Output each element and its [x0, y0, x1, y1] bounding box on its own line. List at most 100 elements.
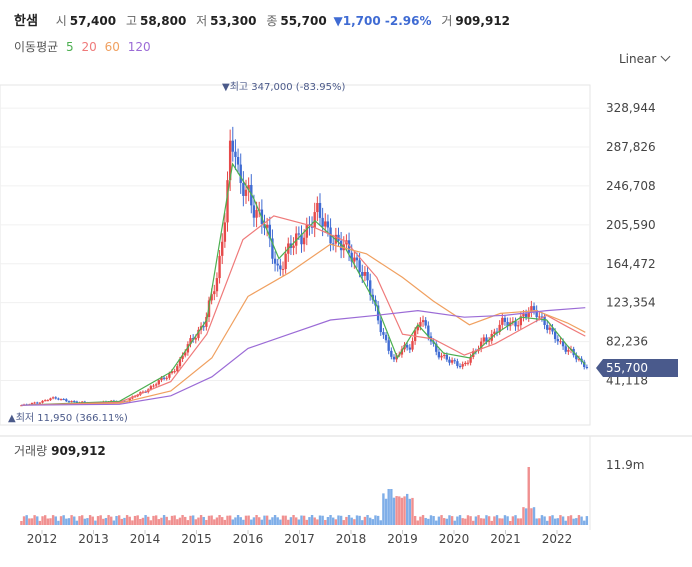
candle-body: [498, 324, 501, 333]
candle-body: [501, 317, 504, 325]
volume-bar: [284, 515, 287, 525]
volume-bar: [530, 508, 533, 525]
volume-bar: [326, 517, 330, 525]
volume-bar: [498, 518, 501, 525]
volume-bar: [382, 493, 385, 525]
volume-bar: [273, 515, 277, 525]
x-tick-label: 2020: [439, 532, 470, 546]
volume-bar: [271, 517, 274, 525]
candle-body: [67, 401, 71, 403]
candle-body: [133, 396, 137, 398]
current-price-tag: 55,700: [596, 359, 678, 377]
volume-bar: [339, 515, 343, 525]
candle-body: [46, 400, 50, 402]
volume-bar: [583, 520, 586, 525]
volume-bar: [437, 516, 441, 525]
candle-body: [59, 399, 63, 401]
candle-body: [540, 316, 544, 318]
y-tick-label: 287,826: [606, 140, 656, 154]
volume-bar: [353, 519, 356, 525]
y-tick-label: 123,354: [606, 296, 656, 310]
volume-panel-value: 909,912: [51, 444, 106, 458]
volume-bar: [244, 515, 248, 525]
candle-body: [546, 324, 549, 330]
ma-legend-60[interactable]: 60: [104, 40, 120, 54]
candle-body: [276, 263, 279, 266]
volume-bar: [287, 519, 290, 525]
candle-body: [30, 403, 34, 405]
volume-bar: [345, 516, 348, 525]
volume-bar: [556, 518, 560, 525]
volume-bar: [477, 515, 480, 525]
candle-body: [168, 373, 171, 378]
volume-bar: [546, 520, 549, 525]
candle-body: [400, 349, 404, 355]
volume-bar: [62, 515, 65, 525]
volume-bar: [75, 520, 79, 525]
candle-body: [511, 321, 515, 323]
ma-legend-20[interactable]: 20: [81, 40, 97, 54]
y-tick-label: 82,236: [606, 335, 648, 349]
volume-bar: [543, 516, 546, 525]
volume-bar: [398, 496, 401, 525]
ma-legend-120[interactable]: 120: [127, 40, 151, 54]
volume-axis-label: 11.9m: [606, 458, 644, 472]
volume-bar: [516, 518, 520, 525]
volume-bar: [464, 518, 467, 525]
candle-body: [218, 255, 221, 279]
volume-label: 거: [441, 14, 453, 28]
candle-body: [62, 399, 65, 401]
candle-body: [210, 294, 213, 301]
volume-bar: [231, 519, 234, 525]
candle-body: [561, 341, 565, 347]
volume-bar: [416, 520, 419, 525]
volume-bar: [228, 515, 232, 525]
candle-body: [292, 245, 295, 248]
ma-legend-title: 이동평균: [14, 40, 59, 54]
volume-bar: [94, 520, 97, 525]
volume-bar: [207, 515, 211, 525]
volume-bar: [366, 515, 369, 525]
volume-bar: [144, 515, 147, 525]
volume-bar: [324, 519, 327, 525]
candle-body: [577, 358, 581, 360]
candle-body: [538, 316, 541, 318]
volume-bar: [329, 515, 332, 525]
candle-body: [165, 377, 168, 379]
volume-bar: [131, 520, 134, 525]
volume-bar: [165, 516, 168, 525]
candle-body: [123, 400, 126, 402]
candle-body: [43, 400, 47, 402]
candle-body: [54, 397, 57, 399]
candle-body: [255, 210, 258, 218]
volume-bar: [355, 515, 359, 525]
volume-bar: [548, 516, 552, 525]
volume-bar: [110, 516, 113, 525]
volume-bar: [387, 489, 390, 525]
candle-body: [36, 402, 39, 404]
candle-body: [221, 241, 224, 256]
low-label: 저: [196, 14, 208, 28]
scale-select[interactable]: Linear: [619, 51, 671, 66]
candle-body: [152, 385, 155, 387]
volume-bar: [390, 489, 393, 525]
volume-bar: [527, 467, 530, 525]
candle-body: [535, 310, 538, 318]
volume-value: 909,912: [455, 14, 511, 28]
gridlines: [0, 84, 692, 530]
candle-body: [487, 340, 491, 342]
volume-bar: [152, 515, 155, 525]
volume-bar: [128, 516, 131, 525]
candle-body: [532, 306, 536, 311]
candle-body: [567, 349, 570, 352]
volume-bar: [88, 515, 92, 525]
candle-body: [437, 351, 441, 358]
candle-body: [80, 401, 84, 403]
volume-bar: [379, 520, 382, 525]
volume-bar: [276, 517, 279, 525]
volume-bar: [255, 515, 258, 525]
volume-bar: [189, 515, 192, 525]
volume-bar: [197, 517, 200, 525]
ma-legend-5[interactable]: 5: [66, 40, 74, 54]
